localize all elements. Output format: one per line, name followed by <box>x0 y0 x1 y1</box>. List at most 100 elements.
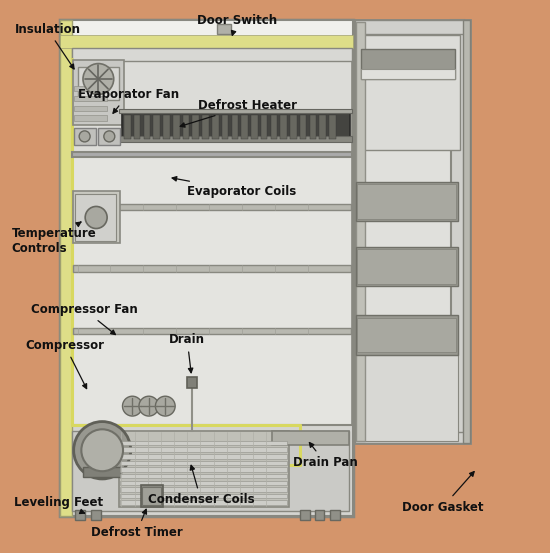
Bar <box>78 67 119 100</box>
Text: Evaporator Fan: Evaporator Fan <box>78 88 179 113</box>
Bar <box>73 204 351 210</box>
Bar <box>120 494 287 498</box>
Text: Door Switch: Door Switch <box>196 14 277 35</box>
Bar <box>60 20 354 48</box>
Bar <box>73 191 120 243</box>
Bar <box>74 106 107 111</box>
Bar <box>60 35 354 48</box>
Bar <box>271 115 277 139</box>
Bar <box>74 86 107 91</box>
Bar <box>74 96 107 101</box>
Bar <box>74 116 107 121</box>
Bar <box>310 115 316 139</box>
Bar <box>120 500 287 505</box>
Bar <box>91 510 101 520</box>
Text: Temperature
Controls: Temperature Controls <box>12 222 96 254</box>
Bar <box>73 328 351 335</box>
Bar <box>120 441 287 445</box>
Bar <box>356 181 458 221</box>
Bar <box>356 22 365 441</box>
Bar <box>75 510 85 520</box>
Bar <box>290 115 297 139</box>
Bar <box>320 115 326 139</box>
Bar <box>212 115 218 139</box>
Circle shape <box>156 396 175 416</box>
Bar <box>120 474 287 478</box>
Bar <box>119 137 352 142</box>
Bar <box>120 454 287 458</box>
Bar <box>202 115 209 139</box>
Text: Drain: Drain <box>169 333 205 373</box>
Circle shape <box>81 429 123 471</box>
Bar <box>173 115 179 139</box>
Bar <box>222 115 228 139</box>
Bar <box>261 115 267 139</box>
Bar <box>72 48 352 155</box>
Bar <box>232 115 238 139</box>
Text: Insulation: Insulation <box>14 23 80 69</box>
Bar <box>183 115 189 139</box>
Text: Defrost Timer: Defrost Timer <box>91 509 183 539</box>
Bar <box>120 467 287 472</box>
Text: Leveling Feet: Leveling Feet <box>14 496 103 514</box>
Bar <box>361 69 455 79</box>
Bar <box>355 20 470 443</box>
Bar <box>98 128 120 145</box>
Bar <box>300 510 310 520</box>
Bar <box>120 447 287 452</box>
Bar <box>144 115 150 139</box>
Bar <box>251 115 257 139</box>
Bar <box>358 184 456 218</box>
Text: Drain Pan: Drain Pan <box>293 442 358 469</box>
Bar <box>72 152 352 158</box>
Circle shape <box>83 64 114 95</box>
Bar <box>141 485 163 507</box>
Bar <box>60 425 354 517</box>
Bar <box>355 20 464 34</box>
Bar <box>272 431 349 445</box>
Bar <box>300 115 306 139</box>
Bar <box>119 431 289 507</box>
Bar <box>192 115 199 139</box>
Bar <box>187 377 197 388</box>
Bar <box>73 60 124 125</box>
Bar <box>355 432 464 443</box>
Text: Compressor: Compressor <box>25 339 104 389</box>
Bar <box>72 48 352 61</box>
Bar <box>120 461 287 465</box>
Bar <box>123 113 350 140</box>
Bar <box>120 481 287 485</box>
Circle shape <box>85 206 107 228</box>
Text: Evaporator Coils: Evaporator Coils <box>172 176 296 197</box>
Bar <box>75 194 117 241</box>
Bar <box>241 115 248 139</box>
Bar <box>280 115 287 139</box>
Bar <box>134 115 140 139</box>
Bar <box>72 155 352 425</box>
Bar <box>83 467 122 477</box>
Bar <box>329 115 336 139</box>
Text: Condenser Coils: Condenser Coils <box>147 465 254 507</box>
Bar <box>356 35 460 150</box>
Bar <box>463 20 470 443</box>
Bar <box>356 315 458 355</box>
Text: Door Gasket: Door Gasket <box>402 472 483 514</box>
Bar <box>217 24 231 34</box>
Circle shape <box>139 396 159 416</box>
Bar <box>60 20 72 517</box>
Bar <box>124 115 131 139</box>
Bar <box>358 249 456 284</box>
Bar <box>60 20 354 517</box>
Bar <box>356 247 458 286</box>
Bar <box>315 510 324 520</box>
Bar <box>119 109 352 113</box>
Bar <box>142 487 161 505</box>
Bar <box>356 356 458 441</box>
Bar <box>120 487 287 492</box>
Bar <box>358 318 456 352</box>
Bar <box>361 49 455 79</box>
Text: Defrost Heater: Defrost Heater <box>180 99 297 127</box>
Circle shape <box>123 396 142 416</box>
Bar <box>163 115 170 139</box>
Bar <box>330 510 340 520</box>
